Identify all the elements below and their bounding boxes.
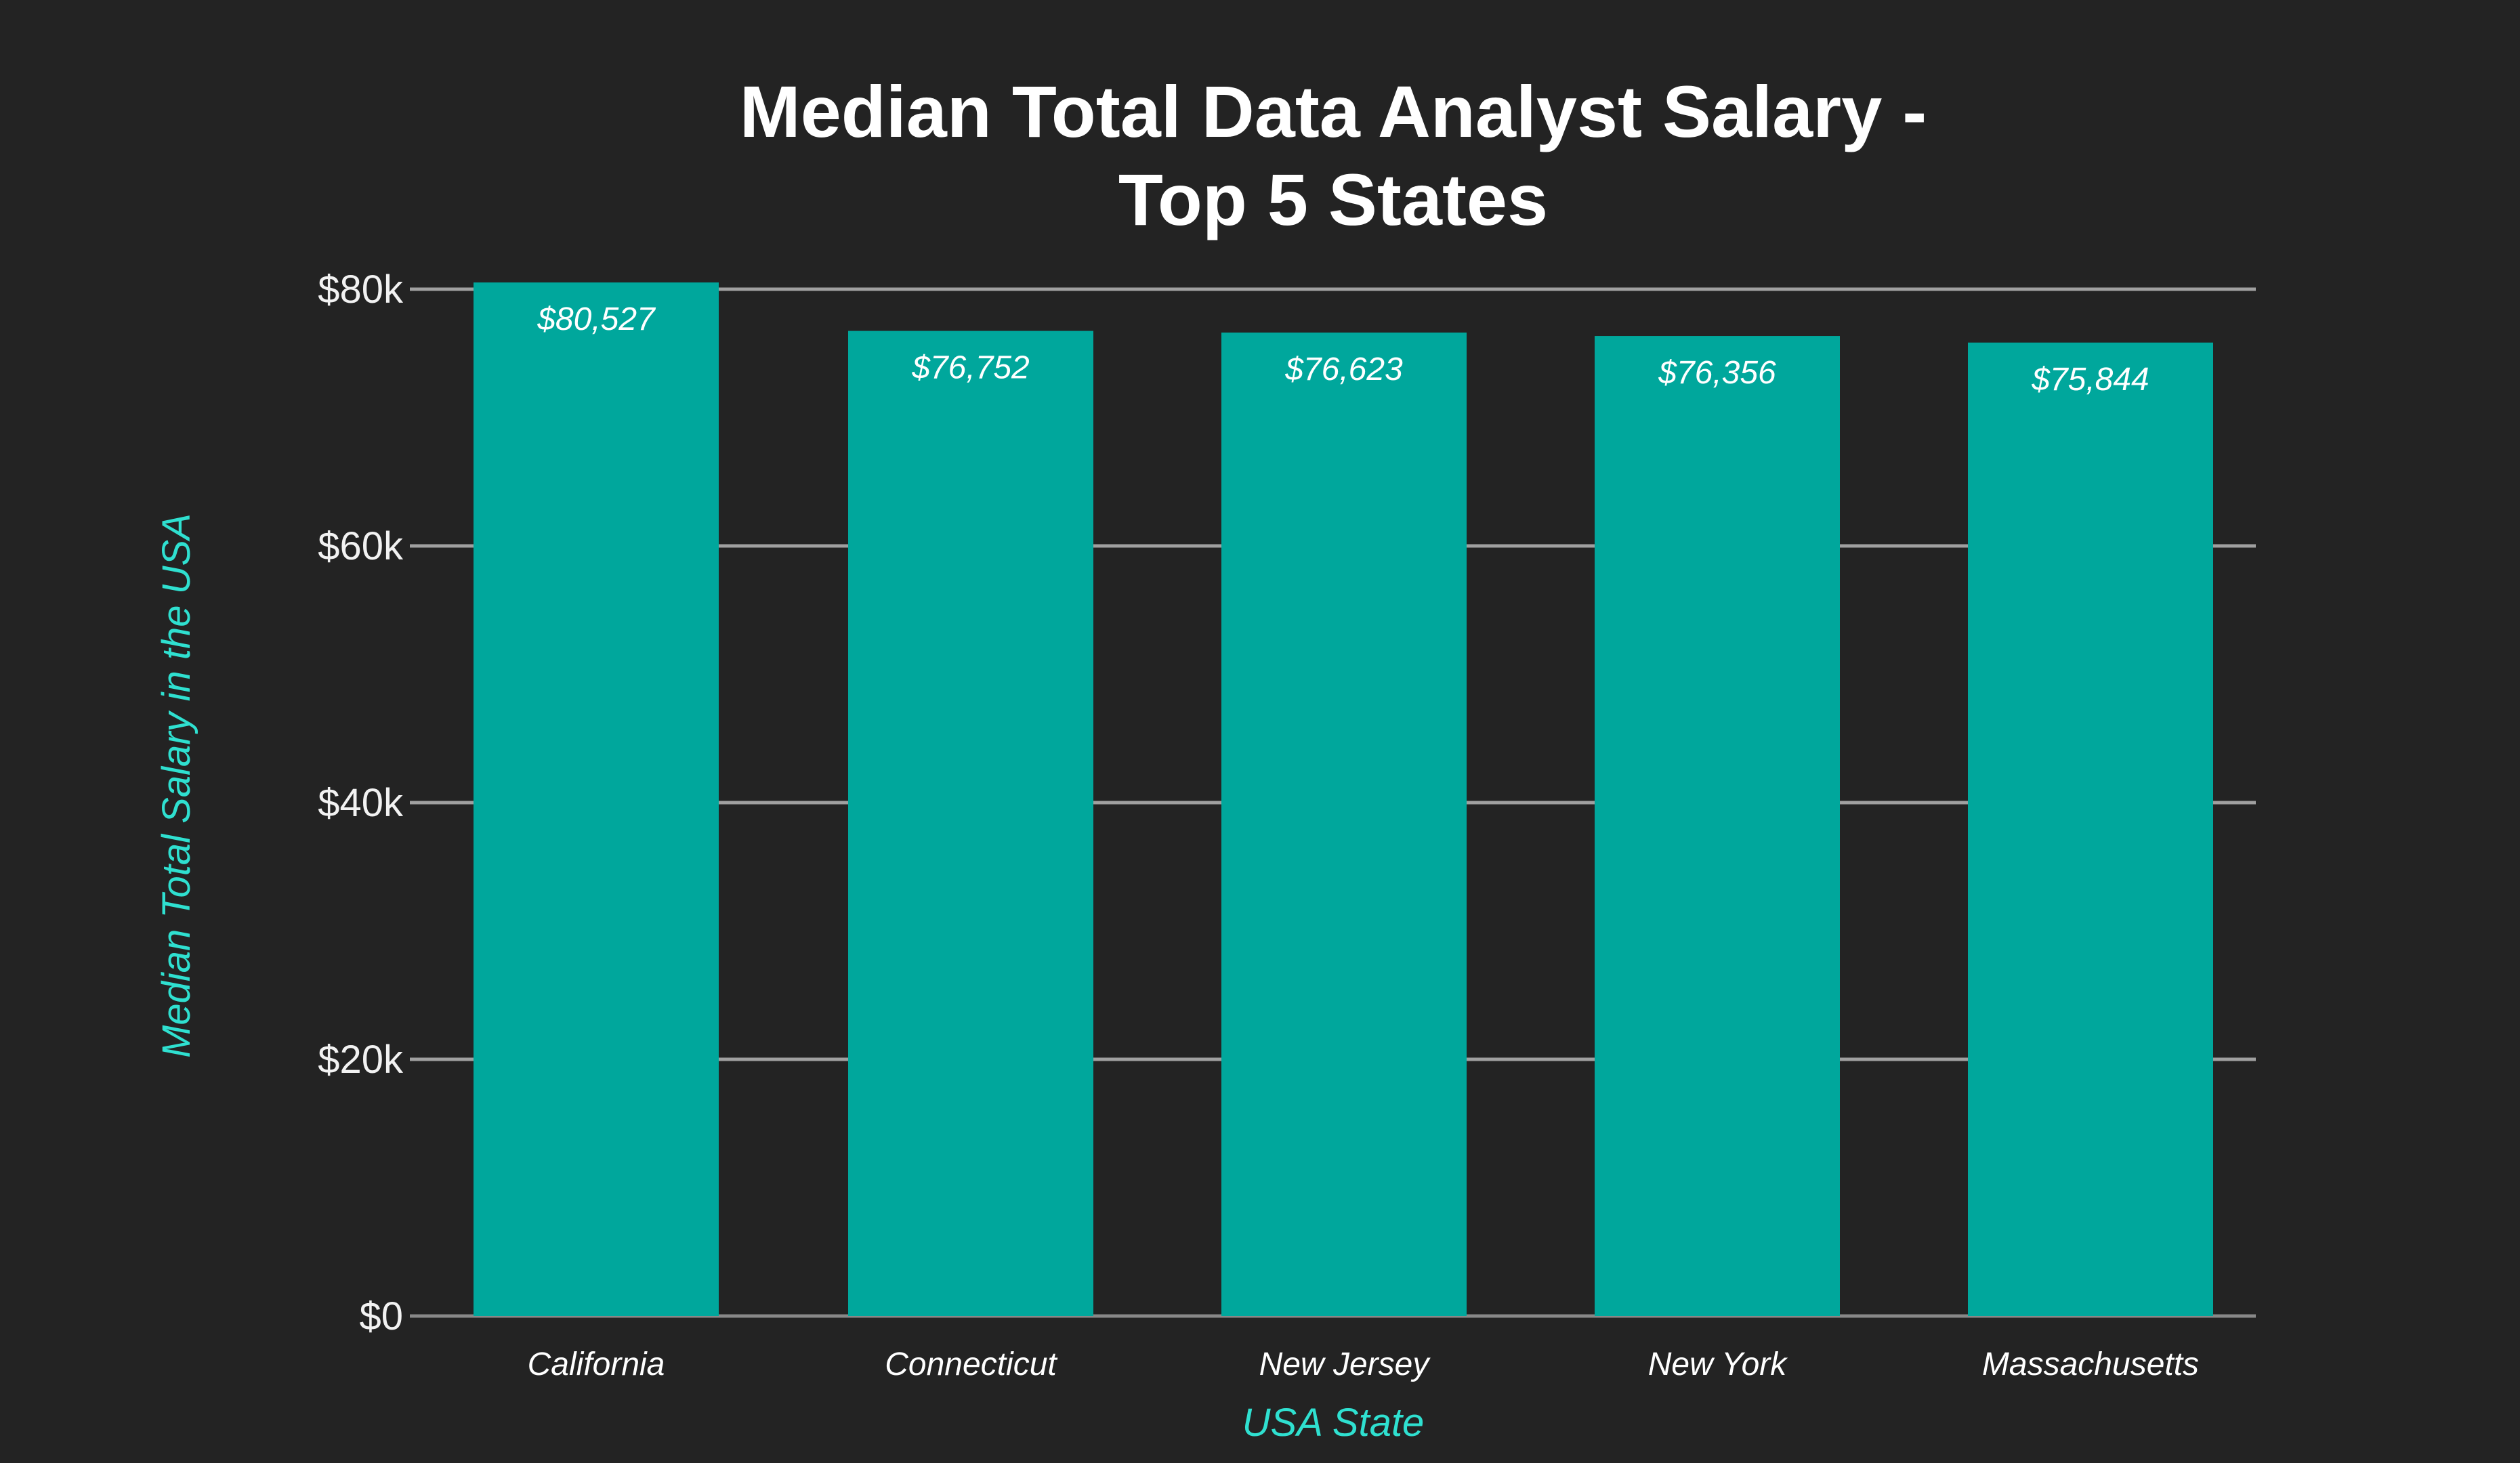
data-label: $76,752 xyxy=(911,350,1030,386)
data-label: $76,623 xyxy=(1284,352,1403,387)
y-axis-title: Median Total Salary in the USA xyxy=(154,513,198,1058)
x-tick-label: New York xyxy=(1648,1347,1789,1382)
y-tick-label: $20k xyxy=(318,1038,404,1082)
x-axis-title: USA State xyxy=(1242,1401,1425,1445)
data-label: $80,527 xyxy=(537,301,656,337)
y-tick-label: $80k xyxy=(318,268,404,312)
chart-title-line-2: Top 5 States xyxy=(1118,158,1549,240)
chart-title-line-1: Median Total Data Analyst Salary - xyxy=(739,70,1927,152)
chart-title: Median Total Data Analyst Salary - Top 5… xyxy=(0,68,2520,244)
bar-new-jersey xyxy=(1221,332,1467,1316)
y-tick-label: $40k xyxy=(318,781,404,825)
data-label: $76,356 xyxy=(1658,355,1776,391)
bar-new-york xyxy=(1595,336,1840,1316)
y-tick-label: $0 xyxy=(359,1294,403,1338)
bar-california xyxy=(474,282,719,1317)
x-tick-label: California xyxy=(528,1347,665,1382)
bar-connecticut xyxy=(848,331,1093,1317)
x-tick-label: Massachusetts xyxy=(1982,1347,2199,1382)
x-tick-label: Connecticut xyxy=(885,1347,1057,1382)
y-tick-label: $60k xyxy=(318,524,404,568)
data-label: $75,844 xyxy=(2031,362,2149,398)
bar-massachusetts xyxy=(1968,342,2213,1316)
x-tick-label: New Jersey xyxy=(1259,1347,1431,1382)
